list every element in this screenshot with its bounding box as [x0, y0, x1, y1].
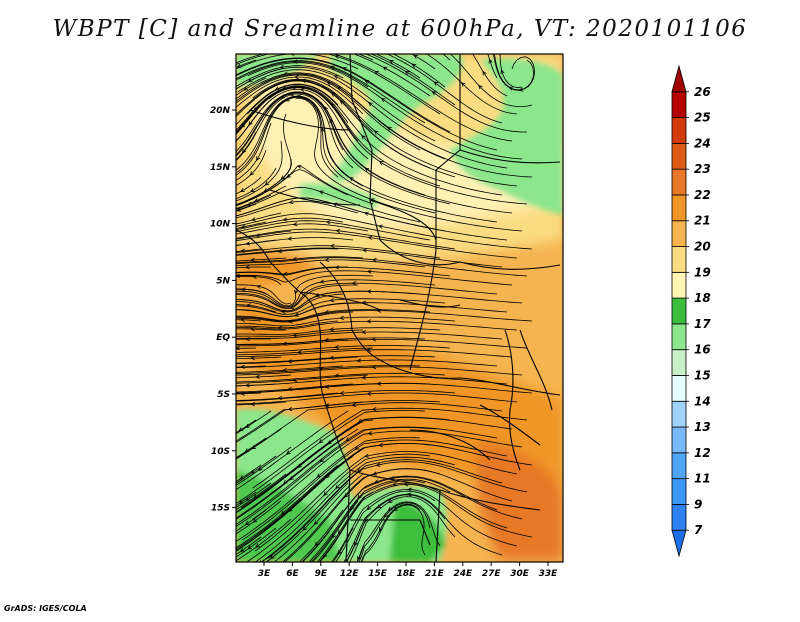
colorbar-swatch	[672, 427, 686, 453]
lon-tick-label: 21E	[425, 569, 445, 579]
colorbar-label: 17	[694, 317, 711, 331]
colorbar-label: 18	[694, 291, 711, 305]
colorbar-label: 21	[694, 214, 711, 228]
colorbar-label: 13	[694, 420, 711, 434]
lon-tick-label: 27E	[482, 569, 502, 579]
lon-tick-label: 33E	[539, 569, 559, 579]
colorbar-swatch	[672, 350, 686, 376]
lon-tick-label: 18E	[397, 569, 417, 579]
colorbar-label: 19	[694, 265, 711, 279]
colorbar-label: 20	[694, 240, 711, 254]
colorbar-swatch	[672, 169, 686, 195]
colorbar-label: 16	[694, 343, 711, 357]
colorbar-label: 12	[694, 446, 711, 460]
colorbar-swatch	[672, 504, 686, 530]
lat-tick-label: 5N	[216, 276, 230, 286]
colorbar-label: 11	[694, 472, 711, 486]
colorbar-label: 24	[694, 136, 711, 150]
lon-tick-label: 15E	[368, 569, 388, 579]
colorbar-label: 9	[694, 497, 702, 511]
colorbar-swatch	[672, 118, 686, 144]
lon-tick-label: 30E	[510, 569, 530, 579]
lat-tick-label: EQ	[216, 333, 230, 343]
colorbar-swatch	[672, 92, 686, 118]
lon-tick-label: 6E	[286, 569, 299, 579]
lat-tick-label: 5S	[217, 390, 230, 400]
lat-tick-label: 15S	[211, 504, 230, 514]
map-panel	[231, 49, 563, 567]
colorbar-label: 23	[694, 162, 711, 176]
colorbar-swatch	[672, 272, 686, 298]
colorbar-swatch	[672, 298, 686, 324]
lat-tick-label: 15N	[210, 163, 231, 173]
lon-tick-label: 12E	[340, 569, 360, 579]
lon-tick-label: 3E	[258, 569, 271, 579]
colorbar-label: 15	[694, 368, 711, 382]
colorbar-swatch	[672, 247, 686, 273]
lat-tick-label: 10N	[210, 220, 231, 230]
colorbar-swatch	[672, 324, 686, 350]
colorbar-label: 26	[694, 85, 711, 99]
colorbar-label: 22	[694, 188, 711, 202]
colorbar-label: 7	[694, 523, 703, 537]
credit-label: GrADS: IGES/COLA	[4, 604, 87, 613]
lat-tick-label: 20N	[210, 106, 231, 116]
lon-tick-label: 24E	[453, 569, 473, 579]
colorbar-swatch	[672, 221, 686, 247]
colorbar-swatch	[672, 66, 686, 92]
latitude-axis: 20N 15N 10N 5N EQ 5S 10S 15S	[210, 106, 236, 514]
colorbar-swatch	[672, 195, 686, 221]
colorbar-swatch	[672, 401, 686, 427]
colorbar: 7 9 11 12 13 14 15 16 17 18 19 20 21 22 23 24 25 26	[672, 66, 711, 556]
longitude-axis: 3E 6E 9E 12E 15E 18E 21E 24E 27E 30E 33E	[258, 562, 558, 579]
lon-tick-label: 9E	[315, 569, 328, 579]
colorbar-swatch	[672, 530, 686, 556]
lat-tick-label: 10S	[211, 447, 230, 457]
colorbar-label: 25	[694, 111, 711, 125]
colorbar-label: 14	[694, 394, 711, 408]
colorbar-swatch	[672, 453, 686, 479]
colorbar-swatch	[672, 143, 686, 169]
colorbar-swatch	[672, 375, 686, 401]
colorbar-swatch	[672, 479, 686, 505]
